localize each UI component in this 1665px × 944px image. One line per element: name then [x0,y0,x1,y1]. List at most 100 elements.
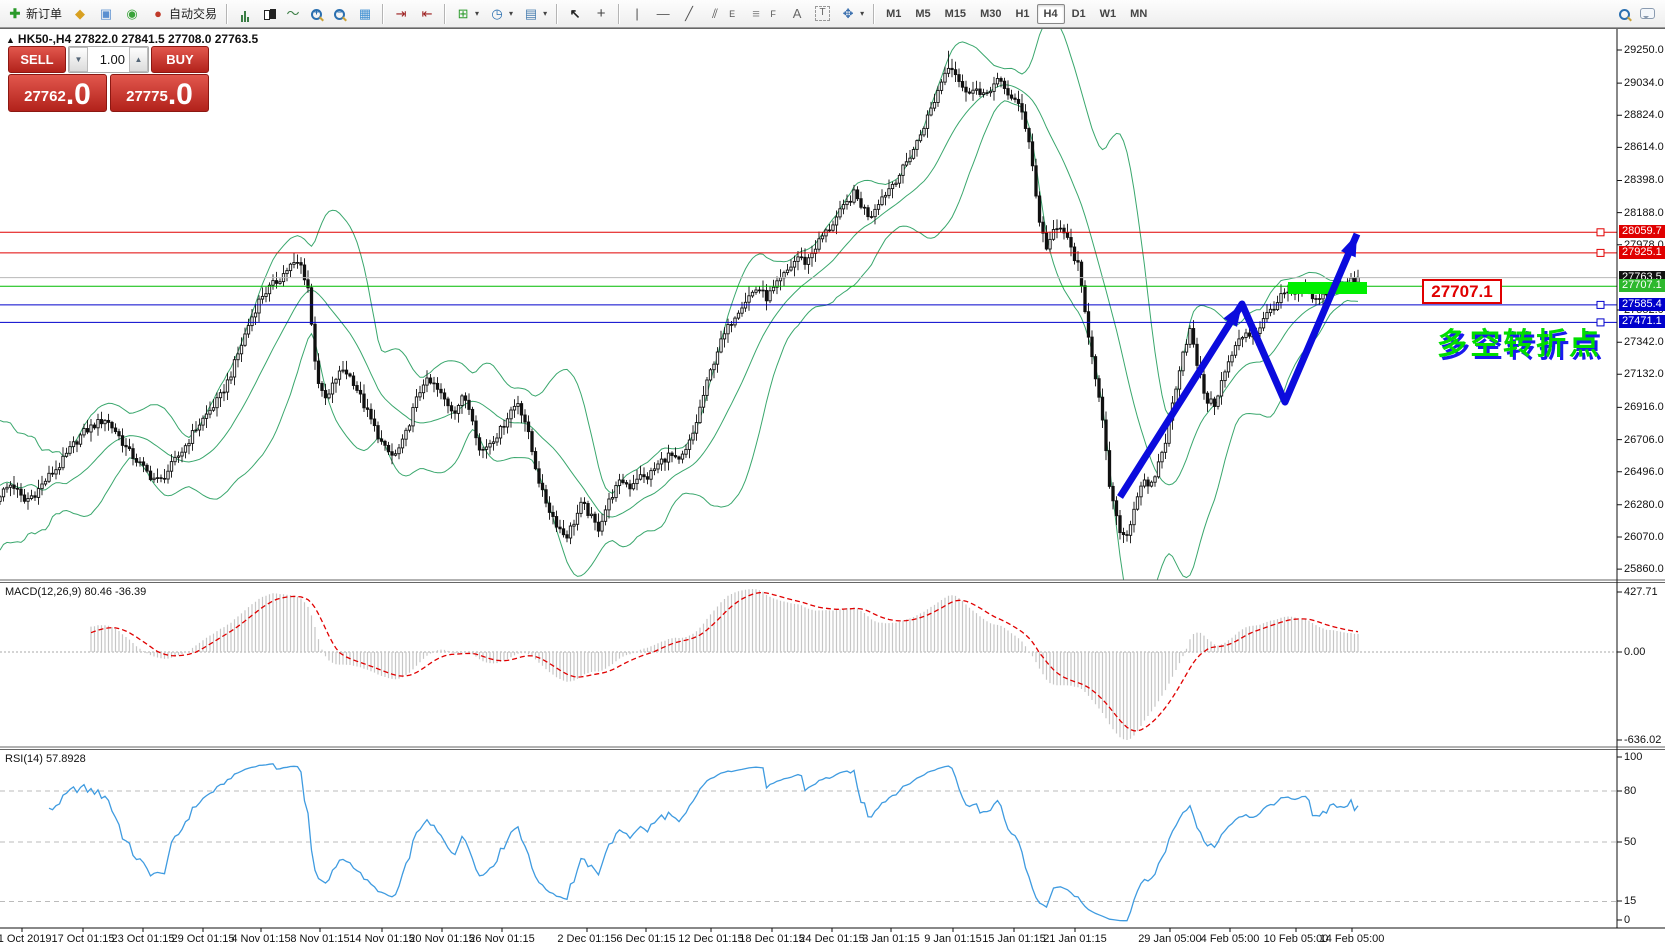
chart-shift-button[interactable]: ⇤ [414,4,440,24]
indicators-button[interactable]: ⊞ ▾ [450,4,484,24]
timeframe-button-m5[interactable]: M5 [908,4,937,24]
axis-tick-marks [21,49,1622,932]
toolbar-separator [382,3,385,24]
text-label-tool-button[interactable]: T [810,4,835,24]
pane-separator[interactable] [0,579,1665,583]
chart-title: ▲ HK50-,H4 27822.0 27841.5 27708.0 27763.… [6,32,258,46]
volume-increase-button[interactable]: ▲ [129,47,148,72]
toolbar-separator [873,3,876,24]
timeframe-button-m30[interactable]: M30 [973,4,1008,24]
zoom-out-button[interactable]: − [329,4,352,24]
timeframe-button-m1[interactable]: M1 [879,4,908,24]
sell-button[interactable]: SELL [8,46,66,73]
ohlc-values: 27822.0 27841.5 27708.0 27763.5 [74,32,259,46]
price-callout-label[interactable]: 27707.1 [1422,279,1502,304]
rsi-label: RSI(14) 57.8928 [5,753,86,765]
timeframe-button-m15[interactable]: M15 [938,4,973,24]
auto-trading-button[interactable]: ● 自动交易 [145,4,222,24]
volume-decrease-button[interactable]: ▼ [69,47,88,72]
profiles-button[interactable]: ▣ [93,4,119,24]
rsi-axis-label: 15 [1624,895,1637,907]
cursor-tool-button[interactable]: ↖ [562,4,588,24]
date-label: 6 Dec 01:15 [616,933,676,944]
search-icon[interactable] [1619,8,1630,20]
sell-price-button[interactable]: 27762.0 [8,74,107,112]
candlestick-mode-button[interactable] [258,4,280,24]
date-label: 3 Jan 01:15 [862,933,920,944]
price-axis-label: 29250.0 [1624,44,1664,56]
tile-windows-button[interactable]: ▦ [352,4,378,24]
buy-price-button[interactable]: 27775.0 [110,74,209,112]
bar-chart-mode-button[interactable] [232,4,258,24]
date-label: 2 Dec 01:15 [557,933,617,944]
toolbar-separator [556,3,559,24]
timeframe-button-mn[interactable]: MN [1123,4,1154,24]
dropdown-arrow-icon: ▾ [860,9,865,18]
date-label: 10 Feb 05:00 [1263,933,1329,944]
fibonacci-tool-button[interactable]: ≡ F [743,4,784,24]
volume-input[interactable]: 1.00 [99,52,125,67]
chat-icon[interactable] [1640,8,1655,19]
price-tag: 27585.4 [1619,297,1665,311]
pane-separator[interactable] [0,746,1665,750]
macd-axis-label: -636.02 [1624,734,1662,746]
vertical-line-tool-button[interactable]: | [624,4,650,24]
date-label: 14 Nov 01:15 [349,933,415,944]
timeframe-button-w1[interactable]: W1 [1093,4,1124,24]
signals-button[interactable]: ◉ [119,4,145,24]
price-axis-label: 28824.0 [1624,109,1664,122]
channel-tool-button[interactable]: ⫽ E [702,4,743,24]
timeframe-button-h4[interactable]: H4 [1036,3,1065,24]
date-label: 23 Oct 01:15 [111,933,175,944]
date-label: 21 Jan 01:15 [1043,933,1107,944]
macd-indicator [0,589,1617,740]
price-tag: 27707.1 [1619,279,1665,293]
price-axis-label: 26070.0 [1624,530,1664,543]
chart-shift-icon: ⇤ [421,5,433,21]
buy-button[interactable]: BUY [151,46,209,73]
add-indicator-icon: ⊞ [457,5,469,21]
crosshair-tool-button[interactable]: + [588,4,614,24]
trendline-tool-button[interactable]: ╱ [676,4,702,24]
price-chart-canvas [0,29,1665,932]
templates-button[interactable]: ▤ ▾ [518,4,552,24]
date-label: 29 Jan 05:00 [1138,933,1202,944]
horizontal-level-lines[interactable] [0,228,1617,327]
auto-scroll-button[interactable]: ⇥ [388,4,414,24]
charts-button[interactable]: ◆ [67,4,93,24]
vertical-line-icon: | [635,5,639,21]
profiles-icon: ▣ [99,5,113,21]
clock-icon: ◷ [491,5,503,21]
text-label-icon: T [815,6,831,21]
zoom-in-button[interactable]: + [306,4,329,24]
trend-arrows[interactable] [1117,232,1361,499]
macd-label: MACD(12,26,9) 80.46 -36.39 [5,586,147,598]
price-axis-label: 26496.0 [1624,465,1664,478]
price-axis-label: 27132.0 [1624,368,1664,381]
cn-annotation-text[interactable]: 多空转折点 [1437,328,1602,361]
tile-windows-icon: ▦ [358,5,372,21]
periods-button[interactable]: ◷ ▾ [484,4,518,24]
date-label: 14 Feb 05:00 [1319,933,1385,944]
one-click-trading-panel: SELL ▼ 1.00 ▲ BUY 27762.0 27775.0 [8,46,209,112]
price-tag: 28059.7 [1619,225,1665,239]
auto-trading-label: 自动交易 [169,7,218,21]
horizontal-line-tool-button[interactable]: — [650,4,676,24]
text-tool-button[interactable]: A [784,4,810,24]
line-chart-icon: 〜 [286,5,300,21]
collapse-triangle-icon[interactable]: ▲ [6,35,15,45]
timeframe-button-d1[interactable]: D1 [1065,4,1093,24]
macd-axis-label: 0.00 [1624,646,1646,658]
buy-price-small: 27775 [126,88,168,105]
highlight-rectangle[interactable] [1288,282,1367,294]
arrows-tool-button[interactable]: ✥ ▾ [835,4,869,24]
date-label: 20 Nov 01:15 [409,933,475,944]
line-chart-mode-button[interactable]: 〜 [280,4,306,24]
timeframe-button-h1[interactable]: H1 [1008,4,1036,24]
date-label: 18 Dec 01:15 [739,933,805,944]
price-axis-label: 25860.0 [1624,563,1664,576]
date-label: 9 Jan 01:15 [924,933,982,944]
new-order-button[interactable]: ✚ 新订单 [2,4,67,24]
date-label: 24 Dec 01:15 [799,933,865,944]
price-axis-label: 28188.0 [1624,206,1664,219]
